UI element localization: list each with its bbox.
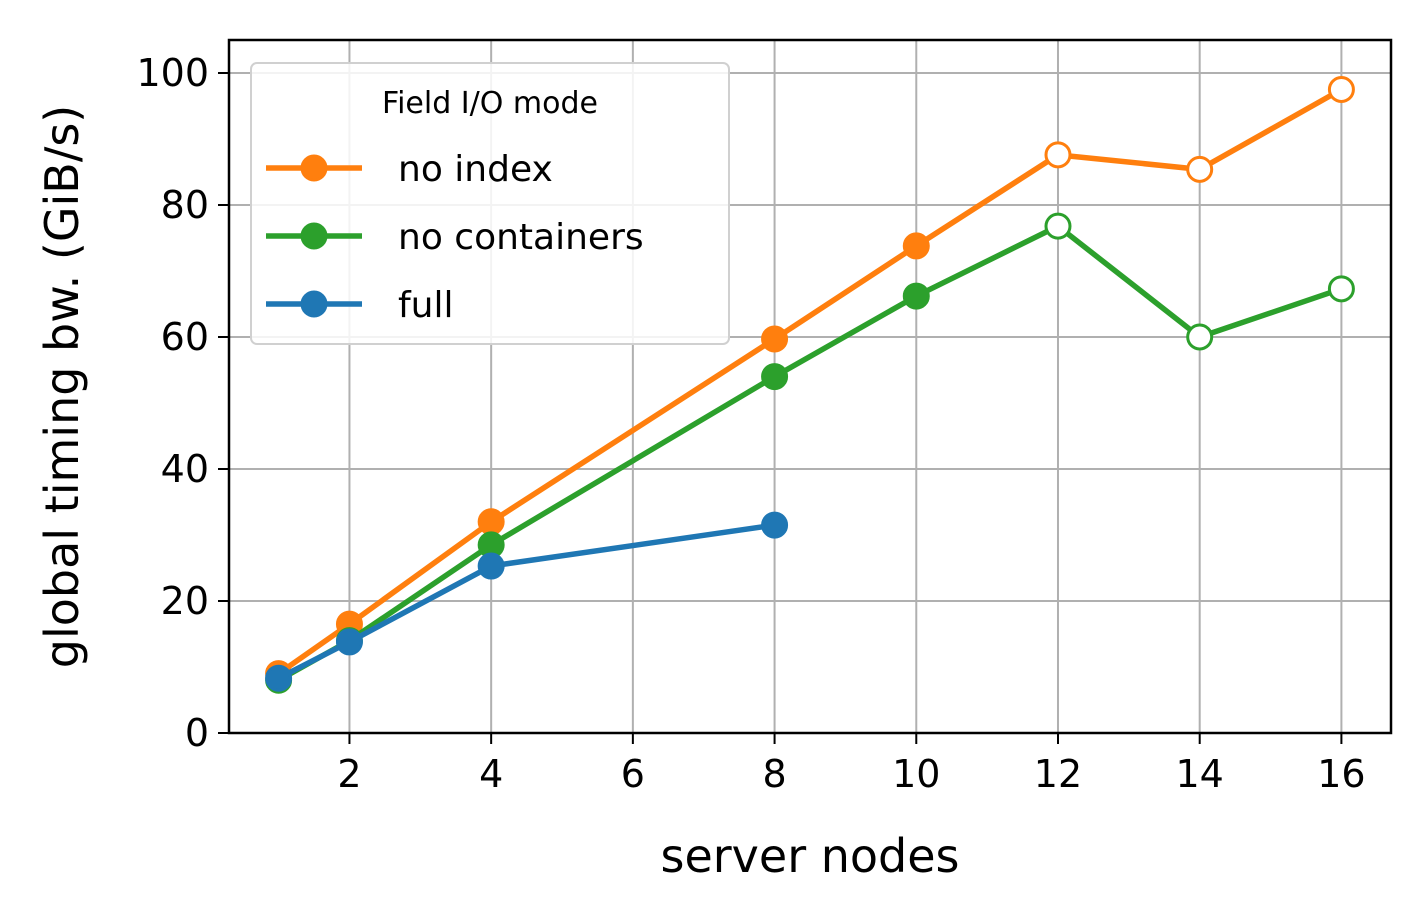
- series-lines: [265, 76, 1355, 694]
- legend-marker: [300, 154, 328, 182]
- series-line-full: [277, 522, 775, 681]
- axis-ticks: 2 4 6 8 10 12 14 16 0 20 40 60 80 100: [136, 51, 1365, 796]
- x-tick-label: 4: [479, 752, 503, 796]
- data-point-no-index: [761, 325, 789, 353]
- legend-label: full: [398, 285, 454, 326]
- legend-box: [250, 62, 730, 345]
- data-point-no-index: [902, 232, 930, 260]
- data-point-no-index: [1327, 76, 1355, 103]
- data-point-no-containers: [1186, 323, 1214, 351]
- legend: Field I/O mode no index no containers full: [250, 62, 730, 345]
- legend-items: no index no containers full: [266, 149, 644, 326]
- x-tick-label: 16: [1317, 752, 1365, 796]
- y-tick-label: 60: [161, 315, 209, 359]
- y-tick-label: 40: [161, 447, 209, 491]
- data-point-full: [265, 664, 293, 692]
- series-line-no-containers: [277, 223, 1343, 683]
- y-axis-title: global timing bw. (GiB/s): [35, 105, 89, 668]
- x-axis-title: server nodes: [661, 829, 960, 883]
- y-tick-label: 80: [161, 183, 209, 227]
- legend-title: Field I/O mode: [382, 86, 598, 121]
- data-point-full: [477, 552, 505, 580]
- data-point-no-index: [1044, 141, 1072, 169]
- data-point-no-containers: [1044, 212, 1072, 240]
- series-line-no-index: [277, 87, 1343, 676]
- data-point-no-containers: [1327, 275, 1355, 303]
- data-point-full: [761, 511, 789, 539]
- legend-marker: [300, 290, 328, 318]
- legend-label: no index: [398, 149, 553, 190]
- y-tick-label: 0: [185, 711, 209, 755]
- data-point-no-containers: [902, 282, 930, 310]
- legend-label: no containers: [398, 217, 644, 258]
- x-tick-label: 14: [1176, 752, 1224, 796]
- data-point-no-index: [1186, 155, 1214, 183]
- x-tick-label: 10: [892, 752, 940, 796]
- x-tick-label: 6: [621, 752, 645, 796]
- x-tick-label: 12: [1034, 752, 1082, 796]
- data-point-no-index: [477, 508, 505, 536]
- x-tick-label: 8: [762, 752, 786, 796]
- data-point-full: [335, 628, 363, 656]
- data-point-no-containers: [761, 363, 789, 391]
- y-tick-label: 20: [161, 579, 209, 623]
- y-tick-label: 100: [136, 51, 209, 95]
- plot-frame: [227, 38, 1393, 735]
- legend-marker: [300, 222, 328, 250]
- x-tick-label: 2: [337, 752, 361, 796]
